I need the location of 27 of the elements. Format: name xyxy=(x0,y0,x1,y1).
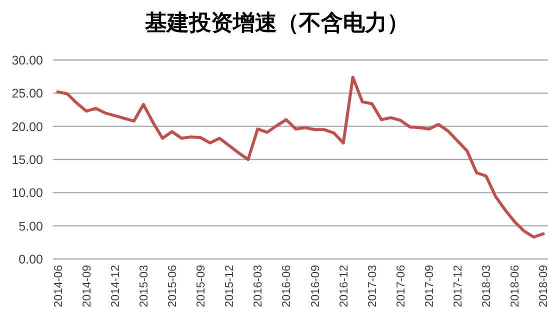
x-tick-label: 2016-06 xyxy=(281,265,294,308)
x-tick-label: 2014-09 xyxy=(81,265,94,308)
x-tick-label: 2016-03 xyxy=(252,265,265,308)
y-tick-label: 30.00 xyxy=(12,54,44,68)
x-tick-label: 2017-09 xyxy=(424,265,436,308)
y-tick-label: 15.00 xyxy=(12,153,44,167)
x-tick-label: 2017-12 xyxy=(452,265,465,308)
x-tick-label: 2017-06 xyxy=(395,265,408,308)
x-tick-label: 2016-09 xyxy=(310,265,322,308)
y-tick-label: 0.00 xyxy=(18,252,44,266)
y-tick-label: 5.00 xyxy=(18,219,44,234)
x-tick-label: 2015-06 xyxy=(166,265,179,308)
y-tick-label: 20.00 xyxy=(12,120,44,134)
x-tick-label: 2015-12 xyxy=(224,265,236,308)
x-tick-label: 2014-12 xyxy=(110,265,122,308)
y-tick-label: 25.00 xyxy=(12,86,44,101)
x-tick-label: 2015-03 xyxy=(138,265,150,308)
x-tick-label: 2018-09 xyxy=(538,265,550,308)
x-tick-label: 2017-03 xyxy=(366,265,379,308)
chart-title: 基建投资增速（不含电力） xyxy=(144,10,409,35)
x-tick-label: 2018-06 xyxy=(510,265,522,308)
line-series xyxy=(56,76,545,239)
x-tick-label: 2015-09 xyxy=(196,265,208,308)
x-tick-label: 2014-06 xyxy=(52,265,65,308)
x-tick-label: 2016-12 xyxy=(338,265,350,308)
y-tick-label: 10.00 xyxy=(12,186,44,200)
x-tick-label: 2018-03 xyxy=(481,265,494,308)
